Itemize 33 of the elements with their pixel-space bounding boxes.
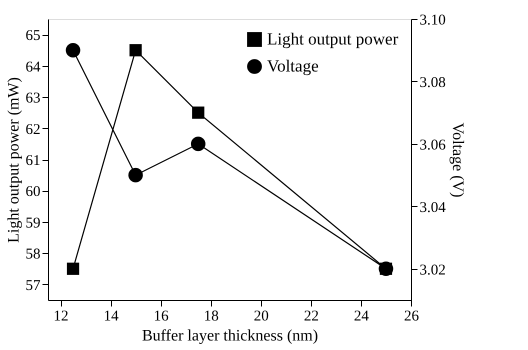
x-tick-label: 24 [354, 308, 370, 324]
point [128, 168, 143, 182]
point [192, 106, 204, 119]
x-tick-label: 14 [104, 308, 120, 324]
legend-label: Voltage [267, 56, 319, 76]
x-tick-label: 22 [304, 308, 319, 324]
y-tick-label: 57 [26, 278, 41, 294]
y2-tick-label: 3.04 [420, 200, 446, 216]
y-axis-title: Light output power (mW) [6, 77, 22, 243]
x-tick-label: 26 [404, 308, 420, 324]
legend-label: Light output power [267, 30, 399, 48]
y-tick-label: 65 [26, 28, 40, 44]
x-axis-title: Buffer layer thickness (nm) [142, 328, 318, 344]
y2-tick-label: 3.10 [420, 12, 446, 28]
x-tick-label: 16 [154, 308, 170, 324]
x-tick-label: 18 [204, 308, 219, 324]
y-tick-label: 61 [26, 153, 40, 169]
y2-tick-label: 3.02 [420, 262, 446, 278]
point [66, 42, 80, 58]
point [66, 262, 80, 275]
x-tick-label: 20 [254, 308, 269, 324]
y2-axis-title: Voltage (V) [448, 122, 466, 198]
y-tick-label: 64 [26, 59, 41, 76]
y-tick-label: 63 [26, 90, 40, 107]
y-tick-label: 60 [26, 184, 40, 200]
point [129, 44, 142, 56]
point [190, 136, 206, 152]
y-tick-label: 58 [26, 246, 40, 263]
y-tick-label: 62 [26, 122, 40, 138]
y-tick-label: 59 [26, 215, 40, 232]
x-tick-label: 12 [54, 308, 69, 324]
y2-tick-label: 3.08 [420, 74, 446, 91]
y2-tick-label: 3.06 [420, 137, 446, 154]
